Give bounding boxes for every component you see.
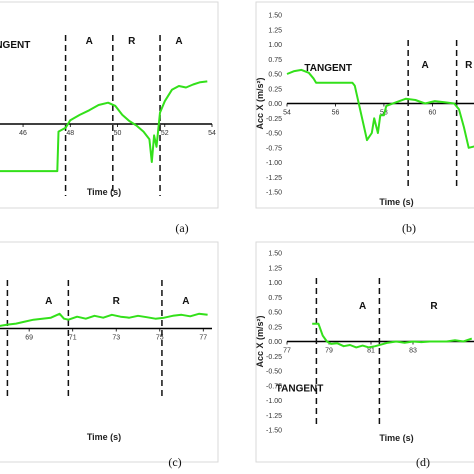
region-label: A [421, 60, 428, 71]
y-tick-label: -1.00 [266, 398, 282, 405]
x-tick-label: 48 [66, 130, 74, 137]
y-tick-label: 1.00 [268, 280, 282, 287]
x-tick-label: 71 [69, 335, 77, 342]
series-line [312, 322, 473, 349]
y-tick-label: 1.25 [268, 265, 282, 272]
region-label: A [182, 296, 189, 307]
x-axis-title: Time (s) [87, 432, 121, 442]
y-tick-label: 0.00 [268, 339, 282, 346]
panel-frame [255, 241, 474, 463]
chart-panel-b: -1.50 -1.25 -1.00 -0.75 -0.50 -0.25 0.00 0.25 0.… [255, 1, 474, 235]
x-tick-label: 83 [409, 348, 417, 355]
y-tick-label: 0.25 [268, 324, 282, 331]
x-tick-label: 79 [325, 348, 333, 355]
region-label: A [359, 301, 366, 312]
panel-frame [255, 1, 474, 209]
x-tick-label: 50 [114, 130, 122, 137]
x-tick-label: 52 [161, 130, 169, 137]
region-label: R [430, 301, 438, 312]
x-tick-label: 81 [367, 348, 375, 355]
x-tick-label: 73 [112, 335, 120, 342]
x-tick-label: 54 [283, 110, 291, 117]
region-label: R [465, 60, 473, 71]
y-tick-label: 1.50 [268, 251, 282, 258]
y-tick-label: 0.50 [268, 310, 282, 317]
region-label: TANGENT [0, 40, 30, 51]
series-line [0, 80, 208, 173]
x-tick-label: 46 [19, 130, 27, 137]
chart-panel-d: -1.50 -1.25 -1.00 -0.75 -0.50 -0.25 0.00 0.25 0.… [255, 241, 474, 469]
region-label: A [175, 36, 182, 47]
y-tick-label: -0.25 [266, 354, 282, 361]
y-tick-label: -0.75 [266, 145, 282, 152]
y-tick-label: -1.50 [266, 190, 282, 197]
y-tick-label: 1.25 [268, 27, 282, 34]
x-tick-label: 69 [25, 335, 33, 342]
y-tick-label: 0.25 [268, 86, 282, 93]
panel-label: (b) [402, 221, 416, 235]
x-tick-label: 77 [283, 348, 291, 355]
region-label: A [45, 296, 52, 307]
region-label: A [86, 36, 93, 47]
panel-label: (d) [416, 455, 430, 469]
region-label: TANGENT [304, 63, 352, 74]
y-tick-label: 1.50 [268, 13, 282, 20]
y-tick-label: 0.75 [268, 57, 282, 64]
x-tick-label: 54 [208, 130, 216, 137]
y-tick-label: -0.50 [266, 369, 282, 376]
region-label: TANGENT [276, 384, 324, 395]
y-axis-title: Acc X (m/s²) [255, 315, 265, 367]
x-tick-label: 56 [332, 110, 340, 117]
y-tick-label: 0.00 [268, 101, 282, 108]
region-label: R [128, 36, 136, 47]
y-tick-label: -0.75 [266, 383, 282, 390]
series-line [286, 68, 474, 149]
y-tick-label: 0.75 [268, 295, 282, 302]
y-tick-label: -1.25 [266, 175, 282, 182]
y-tick-label: -1.00 [266, 160, 282, 167]
chart-panel-c: 69 71 73 75 77 A R A Time (s) (c) [0, 241, 219, 469]
series-line [0, 312, 208, 327]
y-tick-label: -1.25 [266, 413, 282, 420]
x-tick-label: 60 [428, 110, 436, 117]
x-tick-label: 77 [199, 335, 207, 342]
x-axis-title: Time (s) [379, 433, 413, 443]
y-tick-label: -0.25 [266, 116, 282, 123]
x-axis-title: Time (s) [379, 197, 413, 207]
x-axis-title: Time (s) [87, 187, 121, 197]
y-tick-label: -1.50 [266, 428, 282, 435]
panel-frame [0, 1, 219, 209]
panel-label: (c) [168, 455, 181, 469]
panel-label: (a) [175, 221, 188, 235]
y-tick-label: 0.50 [268, 72, 282, 79]
y-tick-label: 1.00 [268, 42, 282, 49]
y-axis-title: Acc X (m/s²) [255, 77, 265, 129]
region-label: R [113, 296, 121, 307]
panel-frame [0, 241, 219, 463]
chart-panel-a: 46 48 50 52 54 TANGENT A R A Time (s) (a) [0, 1, 219, 235]
x-tick-label: 75 [156, 335, 164, 342]
y-tick-label: -0.50 [266, 131, 282, 138]
